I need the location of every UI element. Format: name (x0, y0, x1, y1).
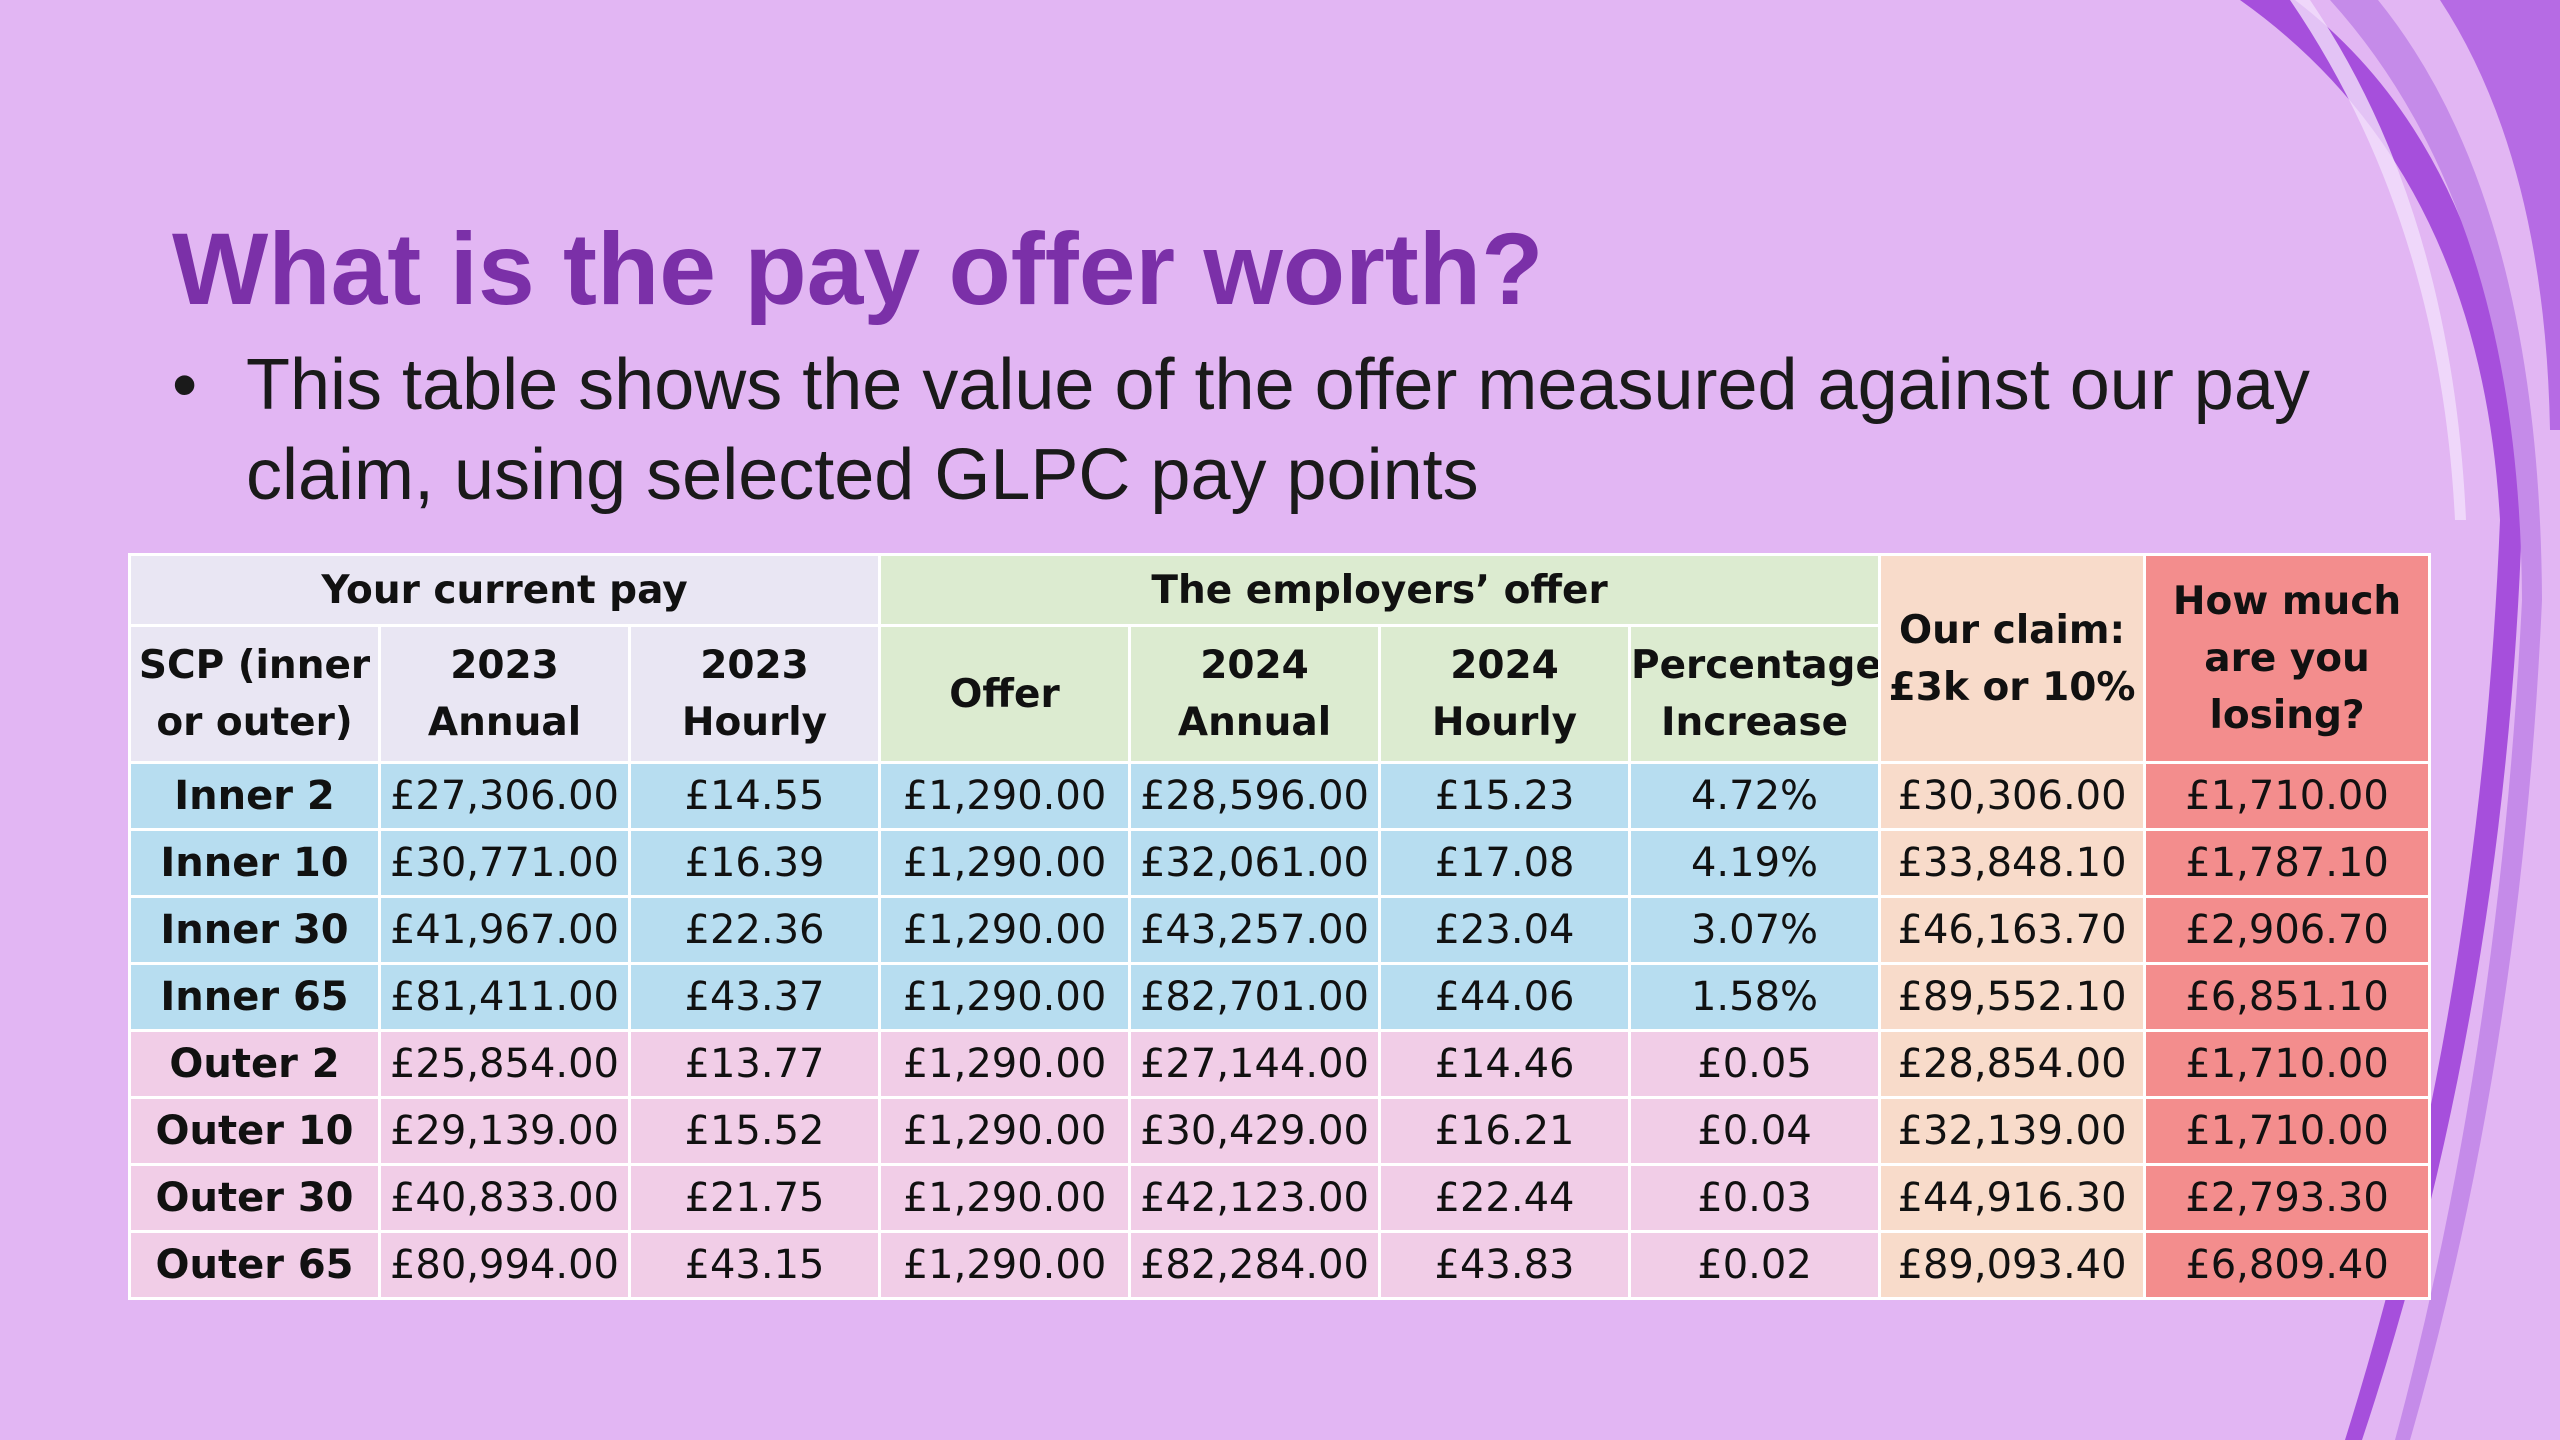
cell-offer: £1,290.00 (878, 828, 1131, 898)
pay-offer-table: Your current pay The employers’ offer Ou… (128, 553, 2432, 1300)
cell-our-claim: £33,848.10 (1878, 828, 2147, 898)
ribbon-stroke (2440, 0, 2560, 430)
cell-2024-hourly: £44.06 (1378, 962, 1631, 1032)
cell-2024-hourly: £16.21 (1378, 1096, 1631, 1166)
group-header-current-pay: Your current pay (128, 553, 881, 627)
cell-our-claim: £89,552.10 (1878, 962, 2147, 1032)
cell-offer: £1,290.00 (878, 1163, 1131, 1233)
cell-2024-annual: £30,429.00 (1128, 1096, 1381, 1166)
table-row: Outer 10 £29,139.00 £15.52 £1,290.00 £30,429… (128, 1096, 2432, 1166)
table-row: Inner 30 £41,967.00 £22.36 £1,290.00 £43,257… (128, 895, 2432, 965)
cell-2024-hourly: £15.23 (1378, 761, 1631, 831)
cell-losing: £2,906.70 (2143, 895, 2432, 965)
table-row: Inner 10 £30,771.00 £16.39 £1,290.00 £32,061… (128, 828, 2432, 898)
cell-offer: £1,290.00 (878, 1096, 1131, 1166)
cell-our-claim: £89,093.40 (1878, 1230, 2147, 1300)
column-header-2023-annual: 2023 Annual (378, 624, 631, 764)
cell-2023-hourly: £16.39 (628, 828, 881, 898)
cell-our-claim: £44,916.30 (1878, 1163, 2147, 1233)
cell-scp: Outer 30 (128, 1163, 381, 1233)
table-row: Outer 2 £25,854.00 £13.77 £1,290.00 £27,144.… (128, 1029, 2432, 1099)
cell-2023-annual: £40,833.00 (378, 1163, 631, 1233)
cell-2023-hourly: £15.52 (628, 1096, 881, 1166)
cell-losing: £1,710.00 (2143, 1096, 2432, 1166)
header-how-much-losing: How much are you losing? (2143, 553, 2432, 764)
cell-2023-hourly: £22.36 (628, 895, 881, 965)
cell-offer: £1,290.00 (878, 761, 1131, 831)
column-header-2024-annual: 2024 Annual (1128, 624, 1381, 764)
cell-our-claim: £28,854.00 (1878, 1029, 2147, 1099)
column-header-scp: SCP (inner or outer) (128, 624, 381, 764)
cell-2023-hourly: £43.37 (628, 962, 881, 1032)
cell-2023-annual: £25,854.00 (378, 1029, 631, 1099)
cell-2023-annual: £81,411.00 (378, 962, 631, 1032)
ribbon-stroke (2240, 0, 2522, 1440)
cell-2024-annual: £82,284.00 (1128, 1230, 1381, 1300)
cell-2024-annual: £32,061.00 (1128, 828, 1381, 898)
bullet-symbol: • (172, 345, 198, 425)
group-header-employers-offer: The employers’ offer (877, 553, 1882, 627)
cell-losing: £1,710.00 (2143, 761, 2432, 831)
cell-2024-annual: £27,144.00 (1128, 1029, 1381, 1099)
cell-percentage-increase: 4.19% (1627, 828, 1882, 898)
cell-2024-hourly: £14.46 (1378, 1029, 1631, 1099)
cell-our-claim: £46,163.70 (1878, 895, 2147, 965)
cell-2024-annual: £43,257.00 (1128, 895, 1381, 965)
cell-losing: £6,809.40 (2143, 1230, 2432, 1300)
cell-2023-annual: £80,994.00 (378, 1230, 631, 1300)
cell-2024-annual: £42,123.00 (1128, 1163, 1381, 1233)
cell-scp: Inner 10 (128, 828, 381, 898)
cell-2024-hourly: £43.83 (1378, 1230, 1631, 1300)
cell-losing: £6,851.10 (2143, 962, 2432, 1032)
cell-2024-hourly: £17.08 (1378, 828, 1631, 898)
cell-scp: Inner 2 (128, 761, 381, 831)
cell-2023-annual: £27,306.00 (378, 761, 631, 831)
cell-percentage-increase: £0.03 (1627, 1163, 1882, 1233)
cell-offer: £1,290.00 (878, 1029, 1131, 1099)
cell-offer: £1,290.00 (878, 1230, 1131, 1300)
column-header-2024-hourly: 2024 Hourly (1378, 624, 1631, 764)
cell-2023-hourly: £21.75 (628, 1163, 881, 1233)
cell-losing: £1,787.10 (2143, 828, 2432, 898)
cell-2023-annual: £29,139.00 (378, 1096, 631, 1166)
cell-percentage-increase: 4.72% (1627, 761, 1882, 831)
cell-2023-hourly: £14.55 (628, 761, 881, 831)
cell-percentage-increase: 3.07% (1627, 895, 1882, 965)
cell-2023-annual: £30,771.00 (378, 828, 631, 898)
cell-2023-annual: £41,967.00 (378, 895, 631, 965)
column-header-offer: Offer (878, 624, 1131, 764)
cell-percentage-increase: 1.58% (1627, 962, 1882, 1032)
cell-scp: Outer 65 (128, 1230, 381, 1300)
cell-scp: Outer 2 (128, 1029, 381, 1099)
cell-2024-hourly: £23.04 (1378, 895, 1631, 965)
cell-losing: £2,793.30 (2143, 1163, 2432, 1233)
cell-losing: £1,710.00 (2143, 1029, 2432, 1099)
ribbon-stroke (2330, 0, 2542, 1440)
column-header-2023-hourly: 2023 Hourly (628, 624, 881, 764)
header-our-claim: Our claim:£3k or 10% (1878, 553, 2147, 764)
cell-percentage-increase: £0.04 (1627, 1096, 1882, 1166)
cell-2024-annual: £82,701.00 (1128, 962, 1381, 1032)
cell-offer: £1,290.00 (878, 962, 1131, 1032)
slide-title: What is the pay offer worth? (172, 212, 1544, 326)
table-row: Inner 2 £27,306.00 £14.55 £1,290.00 £28,596.… (128, 761, 2432, 831)
cell-percentage-increase: £0.02 (1627, 1230, 1882, 1300)
column-header-percentage-increase: Percentage Increase (1627, 624, 1882, 764)
cell-percentage-increase: £0.05 (1627, 1029, 1882, 1099)
cell-offer: £1,290.00 (878, 895, 1131, 965)
cell-scp: Inner 65 (128, 962, 381, 1032)
cell-2023-hourly: £13.77 (628, 1029, 881, 1099)
table-row: Inner 65 £81,411.00 £43.37 £1,290.00 £82,701… (128, 962, 2432, 1032)
cell-our-claim: £30,306.00 (1878, 761, 2147, 831)
cell-scp: Outer 10 (128, 1096, 381, 1166)
cell-2024-annual: £28,596.00 (1128, 761, 1381, 831)
cell-our-claim: £32,139.00 (1878, 1096, 2147, 1166)
cell-2023-hourly: £43.15 (628, 1230, 881, 1300)
bullet-text: This table shows the value of the offer … (246, 345, 2310, 515)
cell-scp: Inner 30 (128, 895, 381, 965)
cell-2024-hourly: £22.44 (1378, 1163, 1631, 1233)
table-row: Outer 65 £80,994.00 £43.15 £1,290.00 £82,284… (128, 1230, 2432, 1300)
table-row: Outer 30 £40,833.00 £21.75 £1,290.00 £42,123… (128, 1163, 2432, 1233)
